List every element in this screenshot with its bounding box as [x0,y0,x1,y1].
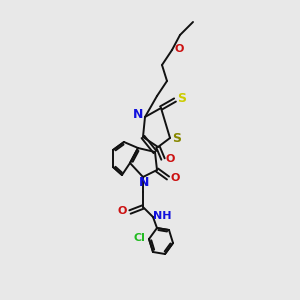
Text: S: S [172,133,182,146]
Text: Cl: Cl [133,233,145,243]
Text: O: O [174,44,184,54]
Text: N: N [133,109,143,122]
Text: S: S [178,92,187,106]
Text: O: O [165,154,175,164]
Text: N: N [139,176,149,190]
Text: NH: NH [153,211,171,221]
Text: O: O [170,173,180,183]
Text: O: O [117,206,127,216]
